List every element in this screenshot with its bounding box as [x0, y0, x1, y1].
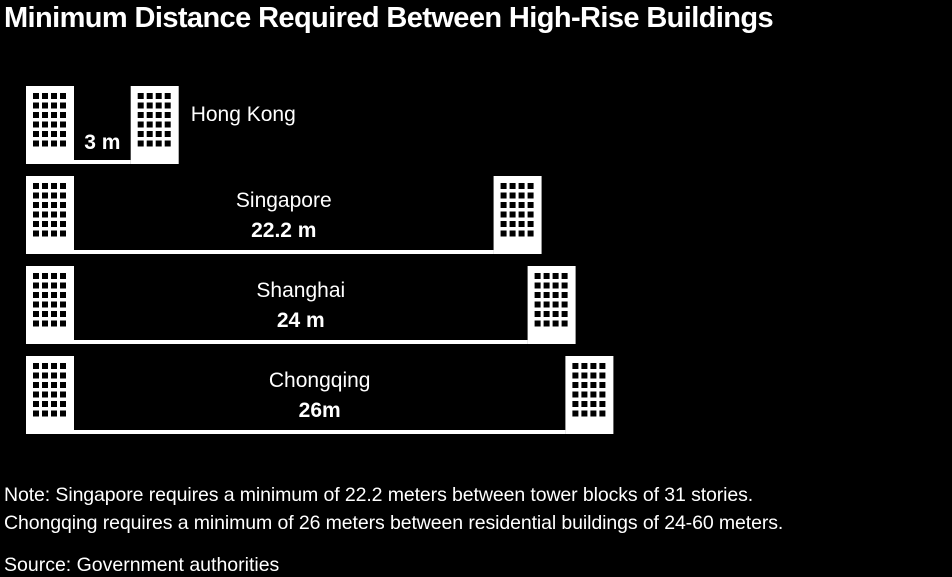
source-line: Source: Government authorities: [4, 554, 280, 576]
distance-bar-chongqing: [74, 430, 566, 434]
value-label-singapore: 22.2 m: [251, 219, 316, 242]
value-label-hong-kong: 3 m: [84, 131, 120, 154]
row-singapore: Singapore 22.2 m: [26, 176, 542, 254]
city-label-shanghai: Shanghai: [256, 279, 345, 302]
row-shanghai: Shanghai 24 m: [26, 266, 576, 344]
city-label-chongqing: Chongqing: [269, 369, 371, 392]
chart-title: Minimum Distance Required Between High-R…: [4, 2, 774, 34]
distance-bar-shanghai: [74, 340, 528, 344]
city-label-hong-kong: Hong Kong: [191, 103, 296, 126]
row-chongqing: Chongqing 26m: [26, 356, 614, 434]
note-line-1: Note: Singapore requires a minimum of 22…: [4, 484, 754, 506]
distance-bar-singapore: [74, 250, 494, 254]
note-line-2: Chongqing requires a minimum of 26 meter…: [4, 512, 784, 534]
value-label-chongqing: 26m: [299, 399, 341, 422]
city-label-singapore: Singapore: [236, 189, 332, 212]
value-label-shanghai: 24 m: [277, 309, 325, 332]
distance-bar-hong-kong: [74, 160, 131, 164]
row-hong-kong: Hong Kong 3 m: [26, 86, 296, 164]
building-distance-chart: Hong Kong 3 m Singapore 22.2 m Shanghai 24 m C…: [26, 86, 614, 434]
